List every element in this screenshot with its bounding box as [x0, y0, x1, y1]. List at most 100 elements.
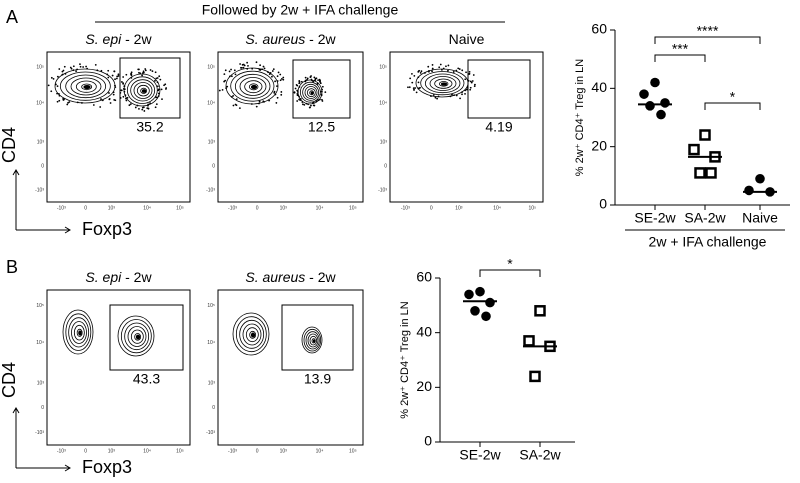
event [141, 74, 143, 77]
event [63, 65, 66, 68]
contour [304, 86, 318, 99]
event [141, 108, 144, 111]
event [134, 106, 137, 109]
point [688, 143, 700, 156]
event [409, 77, 412, 80]
panel-label: B [6, 257, 18, 277]
event [469, 86, 472, 89]
point [650, 77, 660, 88]
event [114, 99, 117, 102]
event [122, 76, 125, 78]
event [155, 103, 158, 106]
flow-x-tick: 10⁴ [316, 448, 324, 454]
gate [292, 59, 351, 119]
event [235, 98, 238, 101]
event [226, 85, 229, 88]
event [304, 76, 307, 79]
gate-value: 35.2 [136, 119, 163, 135]
event [120, 89, 123, 92]
contour-core [250, 332, 256, 338]
event [447, 64, 450, 67]
event [279, 79, 282, 82]
event [275, 102, 278, 104]
event [157, 89, 160, 92]
point [660, 98, 670, 108]
event [432, 94, 435, 96]
event [79, 63, 81, 66]
point [705, 167, 717, 179]
contour [75, 80, 97, 93]
flow-y-tick: 0 [41, 405, 44, 411]
gate [119, 57, 181, 119]
contour [54, 68, 116, 104]
event [62, 99, 65, 101]
event [318, 78, 321, 81]
point [529, 370, 541, 383]
event [308, 106, 311, 109]
y-tick-label: 20 [591, 137, 607, 153]
event [411, 81, 414, 84]
event [233, 69, 236, 72]
event [459, 97, 461, 100]
flow-y-tick: 10⁴ [36, 100, 44, 106]
flow-plot-frame [217, 51, 364, 203]
contour [68, 317, 90, 348]
event [100, 98, 102, 100]
y-axis-title: % 2w⁺ CD4⁺ Treg in LN [574, 59, 586, 176]
gate-value: 43.3 [133, 371, 160, 387]
event [276, 75, 279, 78]
contour-core [250, 84, 258, 90]
event [125, 73, 128, 76]
flow-x-tick: 0 [84, 205, 87, 211]
event [417, 81, 420, 84]
title-suffix: Naive [449, 31, 485, 47]
event [276, 96, 279, 99]
event [72, 65, 75, 68]
event [129, 103, 132, 106]
gate-value: 4.19 [485, 119, 512, 135]
event [452, 71, 455, 73]
flow-plot-frame [46, 51, 191, 203]
event [271, 70, 274, 72]
event [324, 91, 327, 94]
event [279, 73, 282, 76]
contour-core [310, 91, 314, 95]
event [255, 61, 258, 64]
event [468, 73, 471, 75]
event [474, 83, 476, 86]
contour [248, 83, 259, 91]
contour [234, 73, 271, 99]
event [434, 96, 437, 99]
event [447, 69, 449, 72]
contour [232, 312, 270, 356]
title-suffix: - 2w [305, 31, 336, 47]
event [461, 69, 464, 72]
event [294, 87, 297, 90]
flow-y-tick: 10³ [208, 380, 216, 386]
point [485, 297, 495, 308]
gate [281, 304, 354, 371]
contour [130, 79, 156, 102]
event [309, 76, 312, 78]
event [158, 75, 161, 78]
event [224, 69, 227, 72]
flow-x-tick: 10³ [108, 205, 116, 211]
gate-value: 13.9 [304, 371, 331, 387]
flow-y-tick: -10³ [35, 430, 44, 436]
event [117, 73, 120, 76]
event [232, 94, 235, 97]
point [470, 306, 480, 316]
contour [130, 329, 144, 344]
event [154, 71, 157, 74]
event [420, 70, 423, 73]
event [280, 93, 283, 96]
event [241, 63, 244, 66]
event [312, 104, 315, 107]
event [274, 80, 276, 83]
panel-header: Followed by 2w + IFA challenge [202, 2, 399, 18]
event [111, 74, 114, 77]
event [141, 72, 144, 74]
event [247, 64, 249, 67]
event [149, 102, 151, 105]
event [321, 100, 324, 102]
